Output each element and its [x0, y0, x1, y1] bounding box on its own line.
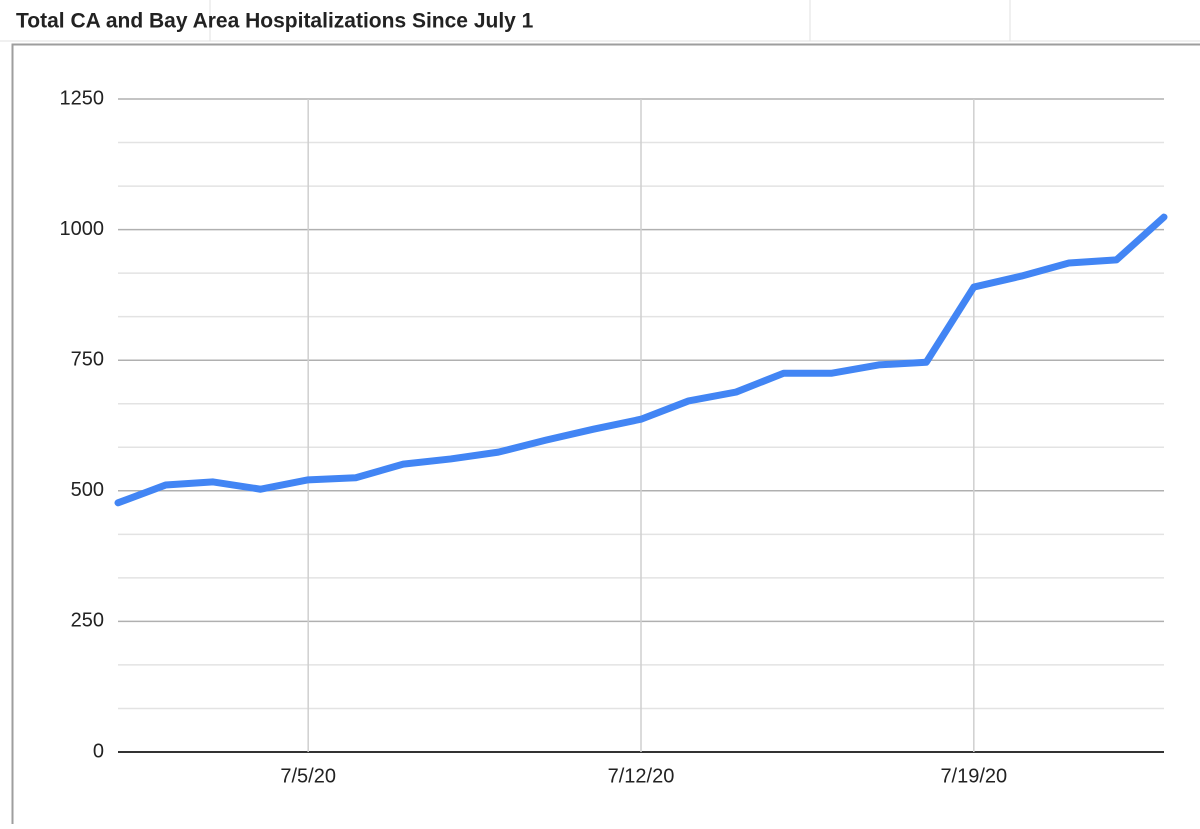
- x-tick-label: 7/12/20: [608, 765, 675, 787]
- y-tick-label: 1000: [60, 218, 105, 240]
- chart-frame: [13, 45, 1200, 825]
- y-tick-label: 0: [93, 740, 104, 762]
- x-tick-label: 7/5/20: [280, 765, 336, 787]
- y-tick-label: 250: [71, 610, 104, 632]
- x-tick-label: 7/19/20: [940, 765, 1007, 787]
- y-tick-label: 750: [71, 348, 104, 370]
- y-tick-label: 500: [71, 479, 104, 501]
- y-tick-label: 1250: [60, 87, 105, 109]
- chart-title: Total CA and Bay Area Hospitalizations S…: [16, 10, 534, 33]
